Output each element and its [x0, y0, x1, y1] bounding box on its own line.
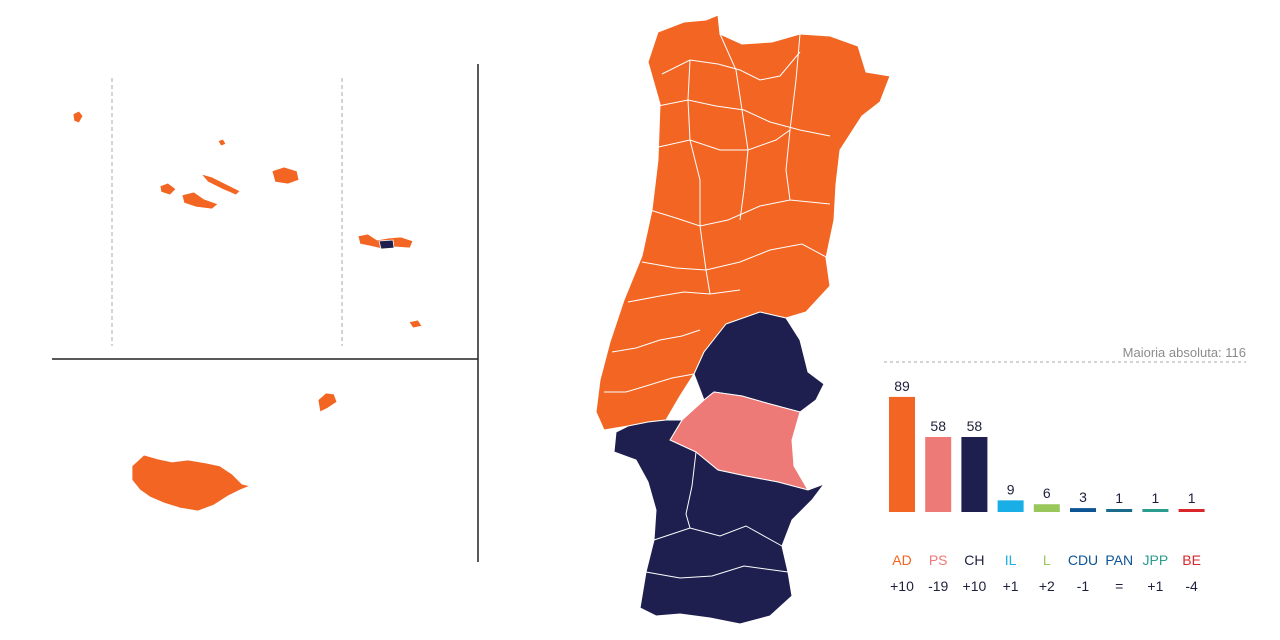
- bar-pan: [1106, 509, 1133, 512]
- island-pico: [181, 191, 219, 210]
- value-label-il: 9: [1007, 481, 1015, 497]
- bar-cdu: [1070, 508, 1096, 512]
- value-label-ps: 58: [930, 418, 946, 434]
- party-label-ch: CH: [964, 552, 984, 568]
- change-label-ad: +10: [890, 578, 914, 594]
- party-label-ad: AD: [892, 552, 911, 568]
- change-labels: +10 -19 +10 +1 +2 -1 = +1 -4: [890, 578, 1198, 594]
- value-label-jpp: 1: [1152, 490, 1160, 506]
- party-label-il: IL: [1005, 552, 1017, 568]
- region-north-center-ad: [595, 14, 891, 431]
- mainland-map: [595, 14, 891, 625]
- region-south-ch: [613, 419, 826, 625]
- value-label-ch: 58: [967, 418, 983, 434]
- sao-miguel-ch-region: [378, 239, 395, 250]
- party-label-jpp: JPP: [1143, 552, 1169, 568]
- change-label-be: -4: [1185, 578, 1198, 594]
- bar-l: [1033, 504, 1060, 512]
- bar-be: [1178, 509, 1205, 512]
- bar-jpp: [1142, 509, 1169, 512]
- change-label-l: +2: [1039, 578, 1055, 594]
- change-label-pan: =: [1115, 578, 1123, 594]
- island-madeira: [131, 454, 252, 512]
- party-label-ps: PS: [929, 552, 948, 568]
- island-terceira: [271, 166, 300, 185]
- majority-label: Maioria absoluta: 116: [1123, 345, 1246, 360]
- change-label-ch: +10: [963, 578, 987, 594]
- party-label-l: L: [1043, 552, 1051, 568]
- change-label-ps: -19: [928, 578, 948, 594]
- change-label-jpp: +1: [1147, 578, 1163, 594]
- island-sao-jorge: [199, 173, 241, 196]
- madeira-map: [131, 392, 338, 512]
- bar-ps: [925, 437, 952, 512]
- party-labels: AD PS CH IL L CDU PAN JPP BE: [892, 552, 1201, 568]
- value-labels: 89 58 58 9 6 3 1 1 1: [894, 378, 1195, 506]
- island-flores: [72, 110, 84, 124]
- value-label-cdu: 3: [1079, 489, 1087, 505]
- change-label-cdu: -1: [1077, 578, 1090, 594]
- party-label-pan: PAN: [1105, 552, 1133, 568]
- bar-series: [889, 396, 1205, 512]
- value-label-pan: 1: [1115, 490, 1123, 506]
- change-label-il: +1: [1003, 578, 1019, 594]
- island-faial: [159, 182, 177, 196]
- bar-ad: [889, 396, 915, 512]
- district-borders: [604, 33, 831, 579]
- party-label-be: BE: [1182, 552, 1201, 568]
- island-graciosa: [217, 138, 227, 147]
- value-label-l: 6: [1043, 485, 1051, 501]
- island-porto-santo: [317, 392, 338, 413]
- value-label-ad: 89: [894, 378, 910, 394]
- value-label-be: 1: [1188, 490, 1196, 506]
- bar-ch: [961, 437, 988, 512]
- bar-il: [997, 500, 1024, 512]
- azores-map: [72, 110, 423, 329]
- island-santa-maria: [408, 319, 423, 329]
- party-label-cdu: CDU: [1068, 552, 1098, 568]
